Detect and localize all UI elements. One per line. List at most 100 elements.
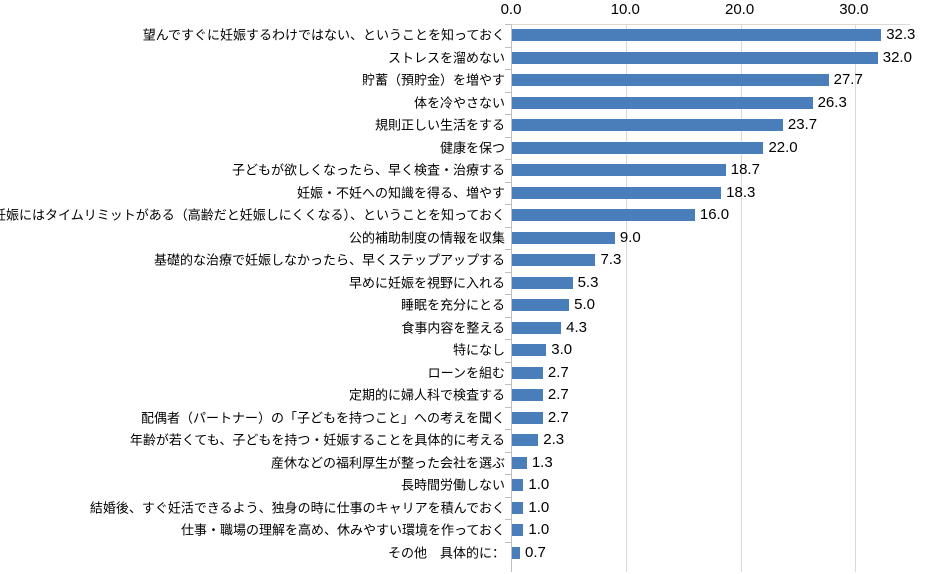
bar: [512, 434, 539, 447]
bar: [512, 96, 813, 109]
bar-value-label: 1.3: [531, 453, 553, 471]
bar-row: 健康を保つ 22.0: [0, 136, 940, 160]
axis-tick-mark: [505, 384, 511, 385]
bar-value-label: 27.7: [833, 71, 863, 89]
bar-row: 公的補助制度の情報を収集 9.0: [0, 226, 940, 250]
bar: [512, 119, 783, 132]
bar: [512, 501, 524, 514]
bar-row: 産休などの福利厚生が整った会社を選ぶ 1.3: [0, 451, 940, 475]
bar: [512, 479, 524, 492]
axis-tick-mark: [505, 24, 511, 25]
axis-tick-mark: [505, 429, 511, 430]
x-axis-tick-label: 10.0: [610, 1, 640, 18]
bar-row: 基礎的な治療で妊娠しなかったら、早くステップアップする 7.3: [0, 249, 940, 272]
bar-row: 妊娠にはタイムリミットがある（高齢だと妊娠しにくくなる）、ということを知っておく…: [0, 204, 940, 227]
bar-row: 妊娠・不妊への知識を得る、増やす 18.3: [0, 181, 940, 205]
bar: [512, 411, 543, 424]
axis-tick-mark: [505, 181, 511, 183]
bar-value-label: 1.0: [528, 521, 550, 539]
category-label: 長時間労働しない: [400, 477, 505, 493]
bar-row: ローンを組む 2.7: [0, 361, 940, 385]
axis-tick-mark: [505, 294, 511, 295]
axis-tick-mark: [505, 451, 511, 453]
bar: [512, 141, 764, 154]
axis-tick-mark: [505, 136, 511, 138]
axis-tick-mark: [505, 69, 511, 70]
category-label: 年齢が若くても、子どもを持つ・妊娠することを具体的に考える: [129, 432, 505, 448]
bar-value-label: 18.7: [730, 161, 760, 179]
gridline: [740, 25, 742, 572]
bar-value-label: 2.7: [547, 386, 569, 404]
bar-value-label: 2.3: [543, 431, 565, 449]
bar: [512, 456, 527, 469]
bar-value-label: 7.3: [600, 251, 622, 269]
bar-row: 貯蓄（預貯金）を増やす 27.7: [0, 69, 940, 92]
category-label: 規則正しい生活をする: [374, 117, 505, 133]
bar-value-label: 1.0: [528, 498, 550, 516]
bar-row: 特になし 3.0: [0, 339, 940, 362]
category-label: 体を冷やさない: [413, 95, 505, 111]
axis-tick-mark: [505, 159, 511, 160]
axis-tick-mark: [505, 316, 511, 318]
bar-row: 仕事・職場の理解を高め、休みやすい環境を作っておく 1.0: [0, 519, 940, 542]
bar-row: 年齢が若くても、子どもを持つ・妊娠することを具体的に考える 2.3: [0, 429, 940, 452]
axis-tick-mark: [505, 474, 511, 475]
bar: [512, 186, 722, 199]
x-axis-tick-label: 20.0: [724, 1, 755, 18]
bar-value-label: 0.7: [525, 543, 546, 561]
bar-row: 配偶者（パートナー）の「子どもを持つこと」への考えを聞く 2.7: [0, 406, 940, 430]
bar: [512, 299, 570, 312]
axis-tick-mark: [505, 91, 511, 93]
bar-row: ストレスを溜めない 32.0: [0, 46, 940, 70]
bar-row: 結婚後、すぐ妊活できるよう、独身の時に仕事のキャリアを積んでおく 1.0: [0, 496, 940, 520]
gridline: [854, 25, 856, 572]
category-label: ストレスを溜めない: [387, 50, 505, 66]
bar: [512, 254, 596, 267]
bar-value-label: 18.3: [726, 183, 756, 201]
axis-tick-mark: [505, 339, 511, 340]
axis-tick-mark: [505, 541, 511, 543]
bar: [512, 276, 573, 289]
axis-tick-mark: [505, 249, 511, 250]
category-label: 基礎的な治療で妊娠しなかったら、早くステップアップする: [153, 252, 505, 268]
bar-value-label: 26.3: [817, 93, 847, 111]
axis-tick-mark: [505, 226, 511, 228]
bar: [512, 366, 543, 379]
axis-tick-mark: [505, 114, 511, 115]
bar-value-label: 32.3: [886, 26, 916, 44]
bar-value-label: 22.0: [768, 138, 798, 156]
axis-tick-mark: [505, 496, 511, 498]
bar-value-label: 2.7: [547, 363, 569, 381]
category-label: 配偶者（パートナー）の「子どもを持つこと」への考えを聞く: [140, 410, 505, 426]
bar: [512, 29, 882, 42]
bar-row: 子どもが欲しくなったら、早く検査・治療する 18.7: [0, 159, 940, 182]
bar-row: その他 具体的に： 0.7: [0, 541, 940, 565]
x-axis-tick-labels: 0.0 10.0 20.0 30.0: [0, 0, 940, 24]
axis-tick-mark: [505, 271, 511, 273]
category-label: 食事内容を整える: [401, 320, 505, 336]
bar-value-label: 23.7: [787, 116, 818, 134]
category-label: 結婚後、すぐ妊活できるよう、独身の時に仕事のキャリアを積んでおく: [89, 500, 505, 516]
bar: [512, 321, 562, 334]
bar-row: 望んですぐに妊娠するわけではない、ということを知っておく 32.3: [0, 24, 940, 47]
bar-value-label: 3.0: [551, 341, 573, 359]
x-axis-tick-label: 0.0: [500, 1, 522, 18]
axis-tick-mark: [505, 519, 511, 520]
axis-tick-mark: [505, 406, 511, 408]
category-label: 妊娠・不妊への知識を得る、増やす: [296, 185, 505, 201]
gridline: [626, 25, 628, 572]
bar-value-label: 2.7: [547, 408, 569, 426]
x-axis-tick-label: 30.0: [839, 1, 869, 18]
bar-row: 規則正しい生活をする 23.7: [0, 114, 940, 137]
bar: [512, 524, 524, 537]
category-label: 貯蓄（預貯金）を増やす: [361, 72, 505, 88]
category-label: ローンを組む: [427, 365, 505, 381]
category-label: 公的補助制度の情報を収集: [348, 230, 505, 246]
category-label: 睡眠を充分にとる: [400, 297, 505, 313]
category-label: 子どもが欲しくなったら、早く検査・治療する: [231, 162, 505, 178]
category-label: 健康を保つ: [439, 140, 505, 156]
bar-value-label: 4.3: [566, 318, 587, 336]
bar-value-label: 16.0: [699, 206, 730, 224]
category-label: 仕事・職場の理解を高め、休みやすい環境を作っておく: [181, 522, 505, 538]
